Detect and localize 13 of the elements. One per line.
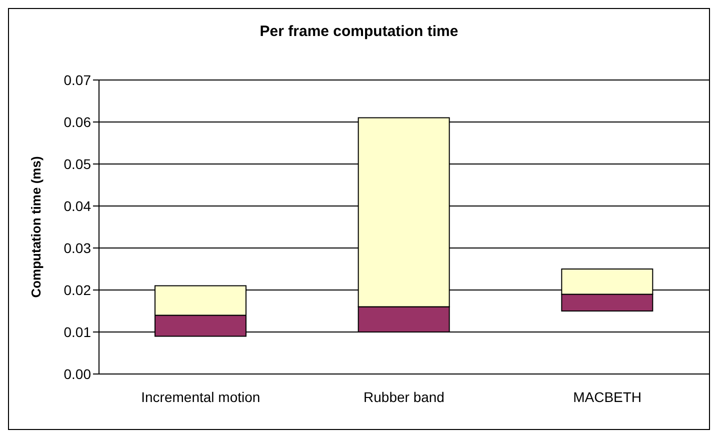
y-tick-label: 0.04 — [64, 198, 92, 214]
chart-title: Per frame computation time — [258, 23, 460, 40]
y-tick-label: 0.02 — [64, 282, 92, 298]
y-tick-label: 0.05 — [64, 156, 92, 172]
x-tick-label: MACBETH — [573, 388, 642, 405]
y-tick-label: 0.00 — [64, 366, 92, 382]
y-tick-label: 0.01 — [64, 324, 92, 340]
y-tick-label: 0.06 — [64, 114, 92, 130]
x-tick-label: Rubber band — [364, 388, 444, 405]
y-tick-label: 0.07 — [64, 72, 92, 88]
y-axis-title: Computation time (ms) — [28, 156, 44, 298]
x-tick-label: Incremental motion — [141, 388, 260, 405]
y-tick-label: 0.03 — [64, 240, 92, 256]
